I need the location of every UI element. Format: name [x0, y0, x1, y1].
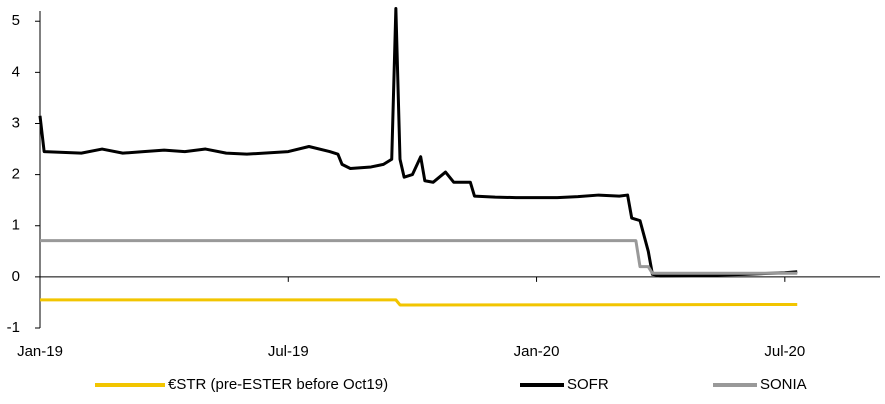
line [40, 239, 798, 275]
y-tick-label: 5 [12, 12, 20, 29]
y-tick-label: 4 [12, 63, 20, 80]
y-tick-label: -1 [7, 319, 20, 336]
line [38, 6, 798, 278]
line [40, 298, 798, 307]
y-tick-label: 0 [12, 268, 20, 285]
legend-label: €STR (pre-ESTER before Oct19) [168, 376, 388, 393]
x-tick-label: Jan-19 [17, 343, 63, 360]
x-tick-label: Jan-20 [514, 343, 560, 360]
x-tick-label: Jul-19 [268, 343, 309, 360]
legend-label: SONIA [760, 376, 807, 393]
y-tick-label: 2 [12, 166, 20, 183]
y-tick-label: 3 [12, 114, 20, 131]
y-tick-label: 1 [12, 217, 20, 234]
legend-label: SOFR [567, 376, 609, 393]
x-tick-label: Jul-20 [764, 343, 805, 360]
